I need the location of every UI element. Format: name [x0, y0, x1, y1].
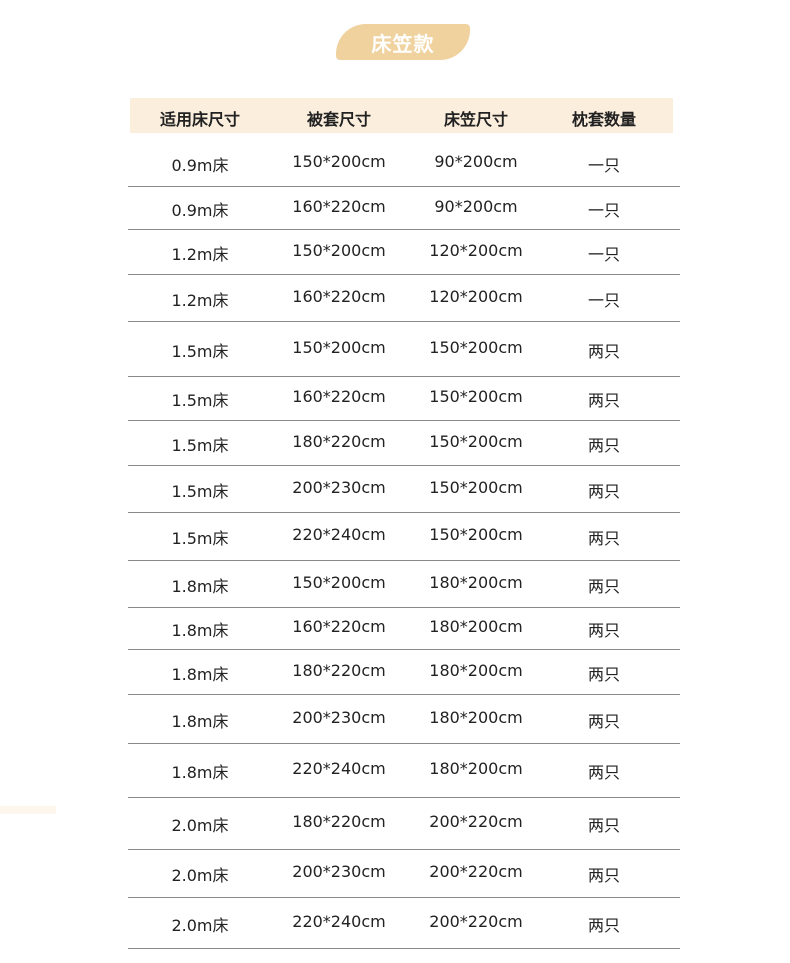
table-cell: 150*200cm: [292, 572, 386, 592]
table-cell: 90*200cm: [434, 152, 518, 171]
table-row: 2.0m床 180*220cm 200*220cm 两只: [128, 797, 680, 850]
table-cell: 220*240cm: [292, 525, 386, 544]
table-row: 1.8m床 150*200cm 180*200cm 两只: [128, 560, 680, 608]
table-cell: 一只: [587, 156, 621, 175]
table-row: 1.5m床 160*220cm 150*200cm 两只: [128, 376, 680, 421]
table-cell: 1.5m床: [171, 341, 229, 361]
table-cell: 160*220cm: [292, 286, 386, 306]
table-row: 2.0m床 200*230cm 200*220cm 两只: [128, 849, 680, 898]
decorative-strip: [0, 806, 56, 814]
table-cell: 一只: [587, 244, 621, 264]
table-cell: 180*220cm: [292, 431, 386, 451]
table-row: 0.9m床 150*200cm 90*200cm 一只: [128, 140, 680, 187]
table-cell: 两只: [587, 481, 621, 501]
table-cell: 150*200cm: [429, 387, 523, 406]
table-cell: 1.5m床: [171, 391, 229, 410]
table-cell: 220*240cm: [292, 759, 386, 778]
table-cell: 2.0m床: [171, 816, 229, 835]
table-cell: 150*200cm: [292, 152, 386, 171]
table-cell: 1.5m床: [171, 435, 229, 455]
table-cell: 1.2m床: [171, 290, 229, 310]
table-cell: 180*200cm: [429, 660, 523, 680]
table-cell: 180*200cm: [429, 572, 523, 592]
table-cell: 200*230cm: [292, 862, 386, 881]
table-cell: 160*220cm: [292, 196, 386, 216]
section-title-badge: 床笠款: [336, 24, 470, 60]
table-cell: 两只: [587, 576, 621, 596]
table-row: 1.5m床 150*200cm 150*200cm 两只: [128, 321, 680, 377]
table-cell: 两只: [587, 621, 621, 640]
table-cell: 两只: [587, 391, 621, 410]
table-row: 1.5m床 180*220cm 150*200cm 两只: [128, 420, 680, 466]
column-header: 被套尺寸: [306, 110, 372, 129]
table-cell: 1.8m床: [171, 576, 229, 596]
table-cell: 一只: [587, 200, 621, 220]
table-cell: 200*220cm: [429, 862, 523, 881]
table-cell: 150*200cm: [292, 240, 386, 260]
table-cell: 150*200cm: [292, 337, 386, 357]
table-cell: 120*200cm: [429, 240, 523, 260]
table-row: 2.0m床 220*240cm 200*220cm 两只: [128, 897, 680, 949]
column-header: 适用床尺寸: [159, 110, 241, 129]
table-cell: 1.5m床: [171, 529, 229, 548]
table-cell: 200*220cm: [429, 911, 523, 931]
table-cell: 150*200cm: [429, 431, 523, 451]
table-cell: 两只: [587, 763, 621, 782]
table-row: 1.8m床 160*220cm 180*200cm 两只: [128, 607, 680, 650]
table-cell: 2.0m床: [171, 915, 229, 935]
table-cell: 0.9m床: [171, 200, 229, 220]
table-cell: 120*200cm: [429, 286, 523, 306]
table-header: 适用床尺寸 被套尺寸 床笠尺寸 枕套数量: [130, 98, 673, 133]
table-cell: 两只: [587, 711, 621, 731]
table-cell: 160*220cm: [292, 387, 386, 406]
table-cell: 150*200cm: [429, 477, 523, 497]
table-cell: 两只: [587, 866, 621, 885]
table-cell: 160*220cm: [292, 617, 386, 636]
table-cell: 220*240cm: [292, 911, 386, 931]
table-cell: 两只: [587, 529, 621, 548]
table-cell: 150*200cm: [429, 525, 523, 544]
table-cell: 2.0m床: [171, 866, 229, 885]
table-cell: 0.9m床: [171, 156, 229, 175]
table-row: 1.8m床 180*220cm 180*200cm 两只: [128, 649, 680, 695]
table-row: 1.2m床 150*200cm 120*200cm 一只: [128, 229, 680, 275]
table-cell: 200*230cm: [292, 477, 386, 497]
table-cell: 1.8m床: [171, 621, 229, 640]
table-cell: 两只: [587, 664, 621, 684]
table-row: 1.5m床 200*230cm 150*200cm 两只: [128, 465, 680, 513]
table-cell: 180*220cm: [292, 812, 386, 831]
table-cell: 两只: [587, 435, 621, 455]
table-cell: 200*230cm: [292, 707, 386, 727]
table-cell: 1.8m床: [171, 664, 229, 684]
table-cell: 180*200cm: [429, 759, 523, 778]
table-cell: 1.8m床: [171, 763, 229, 782]
table-cell: 1.2m床: [171, 244, 229, 264]
table-row: 1.2m床 160*220cm 120*200cm 一只: [128, 274, 680, 322]
table-cell: 180*220cm: [292, 660, 386, 680]
column-header: 枕套数量: [571, 110, 637, 129]
table-cell: 90*200cm: [434, 196, 518, 216]
table-cell: 180*200cm: [429, 617, 523, 636]
table-cell: 1.8m床: [171, 711, 229, 731]
table-row: 1.8m床 200*230cm 180*200cm 两只: [128, 694, 680, 744]
table-cell: 两只: [587, 915, 621, 935]
column-header: 床笠尺寸: [443, 110, 509, 129]
table-cell: 150*200cm: [429, 337, 523, 357]
table-cell: 两只: [587, 341, 621, 361]
table-cell: 1.5m床: [171, 481, 229, 501]
table-cell: 两只: [587, 816, 621, 835]
table-row: 1.5m床 220*240cm 150*200cm 两只: [128, 512, 680, 561]
table-cell: 200*220cm: [429, 812, 523, 831]
table-row: 0.9m床 160*220cm 90*200cm 一只: [128, 186, 680, 230]
table-cell: 180*200cm: [429, 707, 523, 727]
table-cell: 一只: [587, 290, 621, 310]
table-row: 1.8m床 220*240cm 180*200cm 两只: [128, 743, 680, 798]
